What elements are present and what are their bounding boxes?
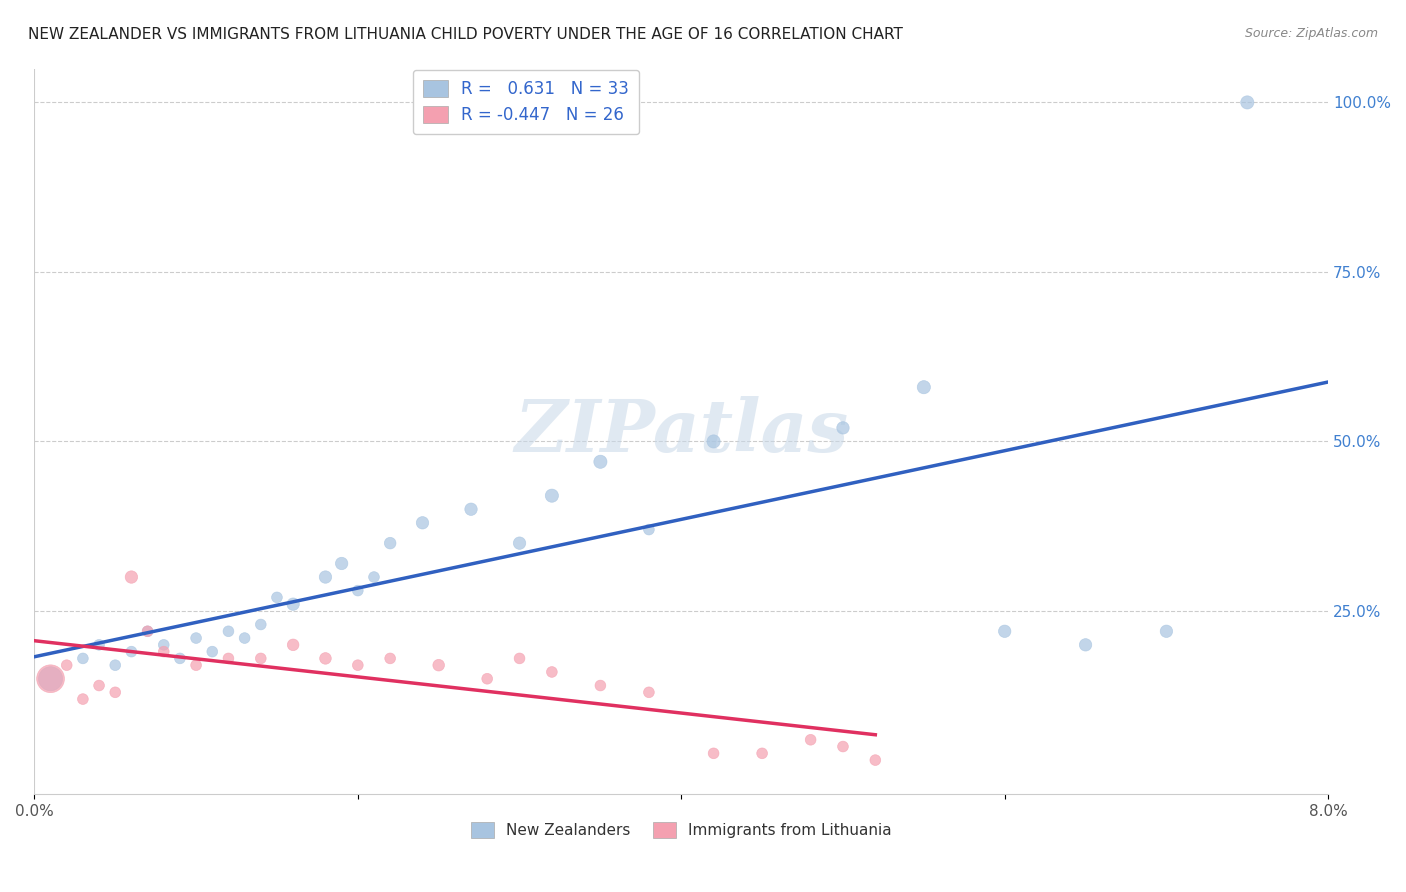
Point — [541, 489, 564, 503]
Point — [832, 739, 855, 754]
Point — [1074, 638, 1097, 652]
Point — [477, 672, 499, 686]
Point — [703, 747, 725, 761]
Point — [39, 672, 62, 686]
Point — [104, 658, 127, 673]
Point — [169, 651, 191, 665]
Point — [266, 591, 288, 605]
Point — [72, 651, 94, 665]
Point — [509, 536, 531, 550]
Point — [72, 692, 94, 706]
Point — [184, 631, 207, 645]
Point — [363, 570, 385, 584]
Text: ZIPatlas: ZIPatlas — [515, 396, 848, 467]
Point — [87, 679, 110, 693]
Point — [184, 658, 207, 673]
Point — [346, 658, 368, 673]
Point — [378, 651, 401, 665]
Point — [136, 624, 159, 639]
Point — [152, 638, 174, 652]
Point — [39, 672, 62, 686]
Point — [281, 638, 304, 652]
Text: NEW ZEALANDER VS IMMIGRANTS FROM LITHUANIA CHILD POVERTY UNDER THE AGE OF 16 COR: NEW ZEALANDER VS IMMIGRANTS FROM LITHUAN… — [28, 27, 903, 42]
Point — [1156, 624, 1178, 639]
Point — [55, 658, 77, 673]
Point — [638, 685, 661, 699]
Point — [912, 380, 935, 394]
Legend: New Zealanders, Immigrants from Lithuania: New Zealanders, Immigrants from Lithuani… — [464, 816, 898, 845]
Point — [832, 421, 855, 435]
Point — [412, 516, 434, 530]
Text: Source: ZipAtlas.com: Source: ZipAtlas.com — [1244, 27, 1378, 40]
Point — [136, 624, 159, 639]
Point — [460, 502, 482, 516]
Point — [378, 536, 401, 550]
Point — [233, 631, 256, 645]
Point — [994, 624, 1017, 639]
Point — [87, 638, 110, 652]
Point — [104, 685, 127, 699]
Point — [120, 645, 142, 659]
Point — [800, 732, 823, 747]
Point — [589, 455, 612, 469]
Point — [249, 651, 271, 665]
Point — [509, 651, 531, 665]
Point — [589, 679, 612, 693]
Point — [281, 597, 304, 611]
Point — [314, 651, 336, 665]
Point — [541, 665, 564, 679]
Point — [249, 617, 271, 632]
Point — [201, 645, 224, 659]
Point — [865, 753, 887, 767]
Point — [217, 651, 239, 665]
Point — [1236, 95, 1258, 110]
Point — [120, 570, 142, 584]
Point — [330, 557, 353, 571]
Point — [314, 570, 336, 584]
Point — [427, 658, 450, 673]
Point — [152, 645, 174, 659]
Point — [346, 583, 368, 598]
Point — [703, 434, 725, 449]
Point — [638, 523, 661, 537]
Point — [217, 624, 239, 639]
Point — [751, 747, 773, 761]
